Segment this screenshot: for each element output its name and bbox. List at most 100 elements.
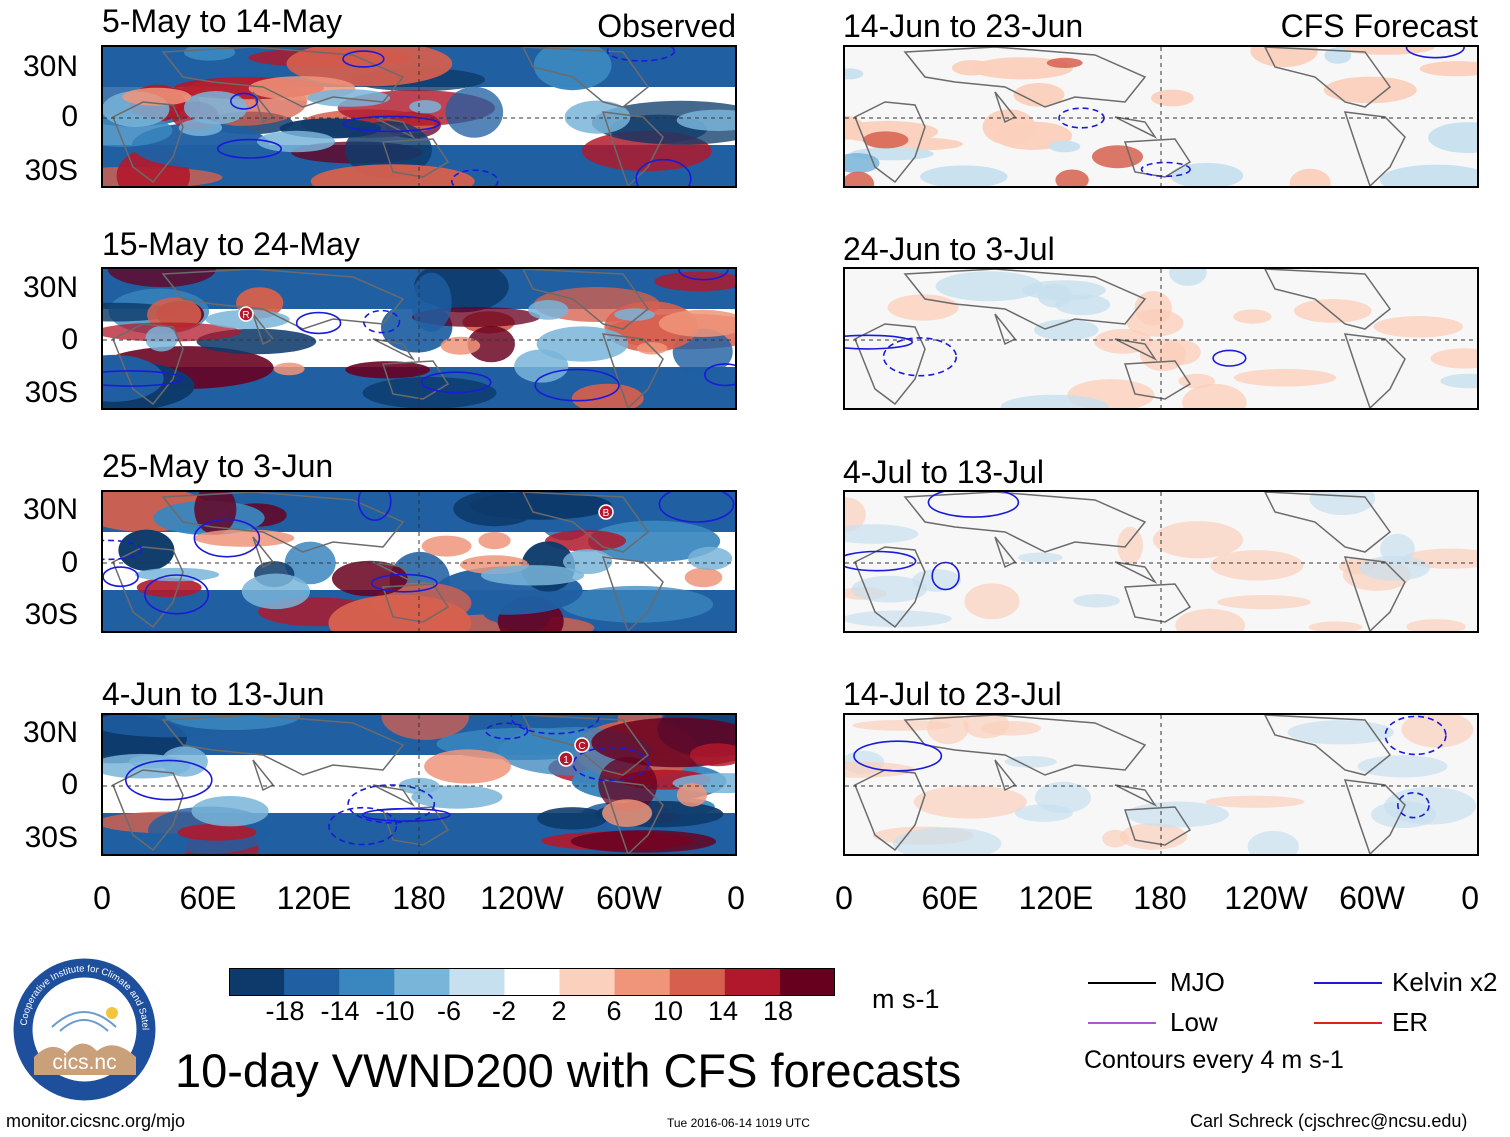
field-anomaly bbox=[122, 87, 192, 106]
field-anomaly bbox=[1000, 394, 1109, 408]
kelvin-contour bbox=[485, 722, 529, 740]
field-anomaly bbox=[1205, 795, 1305, 808]
legend-mjo-label: MJO bbox=[1170, 967, 1225, 997]
footer-author: Carl Schreck (cjschrec@ncsu.edu) bbox=[1190, 1111, 1468, 1131]
continent-outline bbox=[381, 583, 450, 623]
field-anomaly bbox=[1119, 823, 1188, 850]
lon-label-120w: 120W bbox=[480, 880, 564, 916]
field-anomaly bbox=[963, 715, 1009, 739]
field-anomaly bbox=[424, 749, 511, 784]
field-anomaly bbox=[1323, 76, 1417, 104]
field-anomaly bbox=[920, 165, 1008, 186]
field-anomaly bbox=[1092, 145, 1143, 169]
observed-map-1-field bbox=[103, 47, 735, 186]
field-anomaly bbox=[564, 100, 631, 134]
kelvin-contour bbox=[853, 740, 943, 772]
continent-outline bbox=[1264, 47, 1392, 108]
field-anomaly bbox=[862, 131, 909, 149]
field-anomaly bbox=[951, 60, 992, 76]
observed-panel-4-title: 4-Jun to 13-Jun bbox=[102, 676, 325, 712]
field-anomaly bbox=[688, 546, 733, 571]
field-anomaly bbox=[469, 492, 612, 520]
kelvin-contour bbox=[342, 115, 441, 133]
observed-map-4-field: 1C bbox=[103, 715, 735, 854]
field-anomaly bbox=[191, 796, 269, 827]
lat-label-30n: 30N bbox=[22, 271, 78, 304]
field-anomaly bbox=[1419, 61, 1477, 77]
field-anomaly bbox=[1287, 720, 1394, 745]
field-anomaly bbox=[165, 715, 301, 730]
forecast-map-2 bbox=[843, 267, 1479, 410]
continent-outline bbox=[1264, 269, 1392, 330]
field-anomaly bbox=[1152, 521, 1244, 559]
continent-outline bbox=[854, 101, 926, 184]
lon-label-120w: 120W bbox=[1224, 880, 1308, 916]
colorbar-tick-label: 6 bbox=[606, 996, 622, 1026]
continent-outline bbox=[1343, 333, 1406, 408]
field-anomaly bbox=[1004, 756, 1057, 768]
observed-map-3-field: B bbox=[103, 492, 735, 631]
lon-label-120e: 120E bbox=[276, 880, 352, 916]
continent-outline bbox=[1114, 116, 1158, 139]
kelvin-contour bbox=[606, 47, 676, 62]
kelvin-contour bbox=[1212, 349, 1247, 367]
lon-label-0-end: 0 bbox=[727, 880, 745, 916]
lon-label-0-end: 0 bbox=[1461, 880, 1479, 916]
continent-outline bbox=[381, 360, 450, 400]
colorbar-tick-label: 18 bbox=[762, 996, 794, 1026]
field-anomaly bbox=[136, 577, 202, 598]
field-anomaly bbox=[602, 799, 653, 827]
observed-map-2: R bbox=[101, 267, 737, 410]
field-anomaly bbox=[1309, 492, 1376, 516]
kelvin-contour bbox=[103, 370, 183, 387]
kelvin-contour bbox=[845, 550, 917, 572]
colorbar-frame bbox=[229, 968, 835, 996]
field-anomaly bbox=[1015, 804, 1073, 822]
field-anomaly bbox=[570, 830, 717, 853]
colorbar-swatch bbox=[229, 969, 285, 995]
continent-outline bbox=[601, 333, 664, 408]
field-anomaly bbox=[1182, 383, 1247, 408]
colorbar-swatch bbox=[724, 969, 781, 995]
field-anomaly bbox=[1384, 787, 1477, 825]
colorbar-tick-label: -18 bbox=[265, 996, 305, 1026]
field-anomaly bbox=[528, 300, 569, 320]
lon-label-180: 180 bbox=[392, 880, 446, 916]
footer-website[interactable]: monitor.cicsnc.org/mjo bbox=[6, 1111, 186, 1131]
continent-outline bbox=[601, 111, 664, 186]
continent-outline bbox=[1114, 784, 1158, 807]
kelvin-contour bbox=[230, 92, 259, 110]
kelvin-contour bbox=[1405, 47, 1465, 59]
colorbar-tick-label: -2 bbox=[491, 996, 516, 1026]
continent-outline bbox=[1123, 583, 1192, 623]
observed-map-2-field: R bbox=[103, 269, 735, 408]
field-anomaly bbox=[1379, 164, 1477, 186]
field-anomaly bbox=[445, 86, 504, 138]
kelvin-contour bbox=[370, 573, 438, 593]
field-anomaly bbox=[964, 583, 1020, 620]
colorbar-swatch bbox=[559, 969, 616, 995]
continent-outline bbox=[161, 269, 405, 330]
field-anomaly bbox=[845, 524, 919, 544]
continent-outline bbox=[252, 536, 275, 569]
field-anomaly bbox=[690, 743, 735, 767]
field-anomaly bbox=[1308, 621, 1363, 631]
storm-marker-label: C bbox=[578, 741, 585, 752]
colorbar-swatch bbox=[614, 969, 671, 995]
continent-outline bbox=[854, 323, 926, 406]
field-anomaly bbox=[1440, 373, 1477, 389]
kelvin-contour bbox=[217, 138, 283, 159]
kelvin-contour bbox=[103, 566, 139, 588]
continent-outline bbox=[903, 715, 1147, 776]
continent-outline bbox=[994, 91, 1017, 124]
field-anomaly bbox=[1169, 269, 1207, 286]
field-anomaly bbox=[1170, 162, 1244, 186]
lon-label-120e: 120E bbox=[1018, 880, 1094, 916]
field-anomaly bbox=[1046, 57, 1083, 68]
continent-outline bbox=[1123, 360, 1192, 400]
storm-marker bbox=[558, 751, 574, 767]
continent-outline bbox=[994, 536, 1017, 569]
field-anomaly bbox=[1013, 83, 1065, 107]
field-anomaly bbox=[1401, 715, 1474, 748]
field-anomaly bbox=[1094, 328, 1152, 354]
